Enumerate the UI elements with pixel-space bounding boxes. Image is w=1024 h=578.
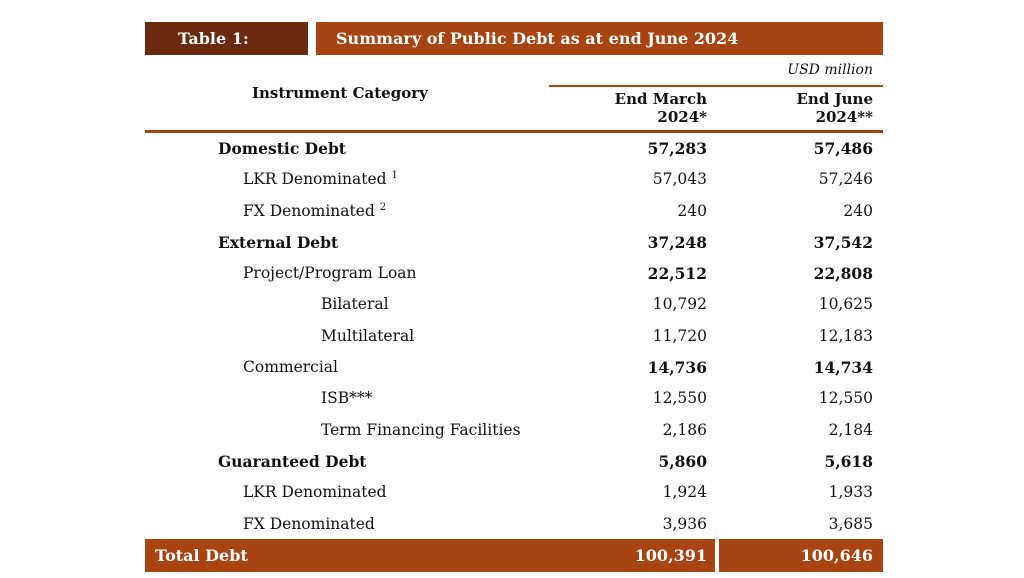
row-value-march: 11,720	[652, 326, 707, 345]
row-label: Bilateral	[321, 295, 389, 314]
total-label: Total Debt	[155, 546, 248, 565]
footnote-marker: 2	[379, 201, 387, 213]
header-end-march-2024: End March 2024*	[615, 90, 707, 126]
row-value-june: 37,542	[813, 232, 873, 252]
row-label: Project/Program Loan	[243, 264, 417, 283]
table-row: ISB*** 12,550 12,550	[145, 383, 883, 414]
row-label: Term Financing Facilities	[321, 420, 521, 439]
units-note: USD million	[787, 62, 873, 78]
row-value-march: 10,792	[652, 295, 707, 314]
header-instrument-category: Instrument Category	[252, 84, 428, 102]
table-row: FX Denominated 3,936 3,685	[145, 509, 883, 540]
header-col2-line1: End June	[796, 90, 873, 108]
public-debt-table: Table 1: Summary of Public Debt as at en…	[145, 22, 883, 572]
table-row: Commercial 14,736 14,734	[145, 352, 883, 383]
table-row: LKR Denominated 1 57,043 57,246	[145, 164, 883, 195]
table-title: Summary of Public Debt as at end June 20…	[316, 22, 883, 55]
row-value-june: 12,183	[818, 326, 873, 345]
row-label: LKR Denominated 1	[243, 170, 398, 188]
footnote-marker: 1	[391, 170, 398, 182]
row-label: Multilateral	[321, 326, 415, 345]
table-row: LKR Denominated 1,924 1,933	[145, 477, 883, 508]
row-label: Guaranteed Debt	[218, 451, 367, 471]
header-end-june-2024: End June 2024**	[796, 90, 873, 126]
row-value-march: 2,186	[662, 420, 707, 439]
table-row: FX Denominated 2 240 240	[145, 196, 883, 227]
total-value-june: 100,646	[800, 546, 873, 565]
header-col2-line2: 2024**	[815, 108, 873, 126]
header-col1-line1: End March	[614, 90, 707, 108]
title-bar: Table 1: Summary of Public Debt as at en…	[145, 22, 883, 55]
row-label: ISB***	[321, 389, 373, 408]
table-row: Bilateral 10,792 10,625	[145, 289, 883, 320]
row-value-march: 57,043	[652, 170, 707, 189]
header-rule	[549, 85, 883, 87]
row-value-march: 14,736	[647, 358, 707, 378]
row-value-june: 1,933	[828, 483, 873, 502]
row-label: Commercial	[243, 358, 339, 377]
row-value-june: 5,618	[824, 451, 873, 471]
row-value-march: 3,936	[662, 514, 707, 533]
row-label: Domestic Debt	[218, 139, 346, 158]
row-value-june: 14,734	[813, 358, 873, 378]
row-value-june: 240	[843, 201, 873, 220]
table-row: Guaranteed Debt 5,860 5,618	[145, 446, 883, 477]
table-row: Multilateral 11,720 12,183	[145, 321, 883, 352]
total-value-march: 100,391	[634, 546, 707, 565]
row-value-june: 2,184	[828, 420, 873, 439]
total-column-separator	[715, 539, 719, 572]
row-value-march: 37,248	[647, 232, 707, 252]
row-label: LKR Denominated	[243, 483, 387, 502]
table-row: Term Financing Facilities 2,186 2,184	[145, 415, 883, 446]
row-label-text: LKR Denominated	[243, 170, 387, 189]
table-row: External Debt 37,248 37,542	[145, 227, 883, 258]
row-value-march: 22,512	[647, 264, 707, 284]
row-value-march: 12,550	[652, 389, 707, 408]
row-value-june: 12,550	[818, 389, 873, 408]
total-debt-row: Total Debt 100,391 100,646	[145, 539, 883, 572]
header-bottom-rule	[145, 130, 883, 133]
table-body: Domestic Debt 57,283 57,486 LKR Denomina…	[145, 133, 883, 540]
table-row: Project/Program Loan 22,512 22,808	[145, 258, 883, 289]
header-col1-line2: 2024*	[657, 108, 707, 126]
row-value-june: 10,625	[818, 295, 873, 314]
table-row: Domestic Debt 57,283 57,486	[145, 133, 883, 164]
row-value-march: 1,924	[662, 483, 707, 502]
row-label: FX Denominated 2	[243, 202, 386, 220]
row-value-march: 5,860	[658, 451, 707, 471]
row-label-text: FX Denominated	[243, 201, 375, 220]
row-value-june: 57,486	[813, 139, 873, 158]
row-label: External Debt	[218, 232, 339, 252]
row-value-march: 57,283	[647, 139, 707, 158]
table-label: Table 1:	[145, 22, 308, 55]
row-value-march: 240	[677, 201, 707, 220]
row-label: FX Denominated	[243, 514, 375, 533]
row-value-june: 3,685	[828, 514, 873, 533]
row-value-june: 57,246	[818, 170, 873, 189]
row-value-june: 22,808	[813, 264, 873, 284]
